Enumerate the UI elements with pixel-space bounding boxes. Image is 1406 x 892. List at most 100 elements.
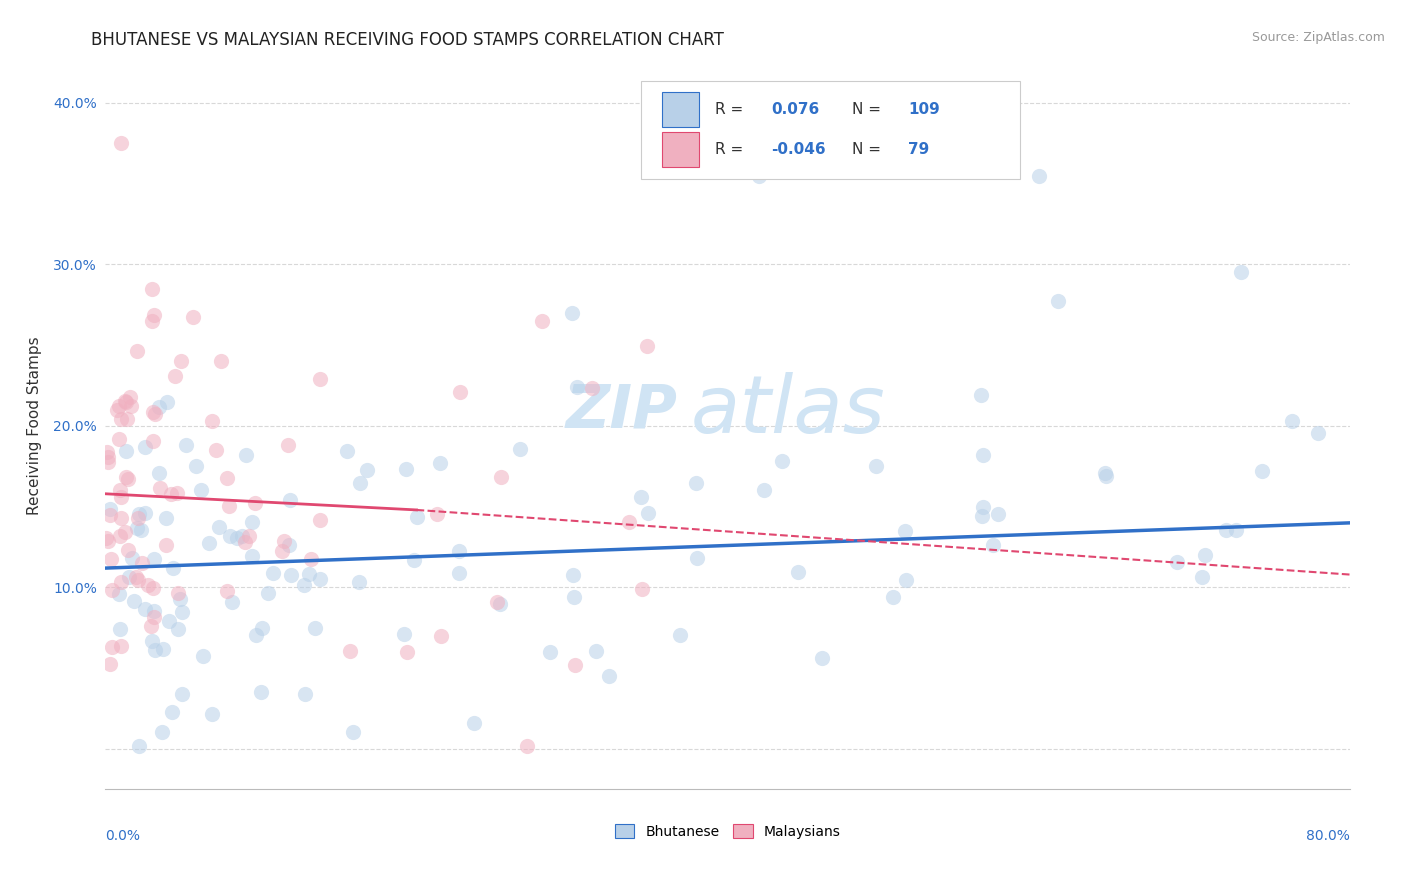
Point [308,572,330,586]
Point [405,509,427,524]
Text: 0.0%: 0.0% [105,830,141,844]
Point [308,372,330,386]
Point [97,455,120,469]
Point [127,574,149,588]
Point [636,339,658,353]
Point [160,706,183,720]
Point [515,739,537,753]
Point [347,575,370,590]
Point [117,471,139,485]
Point [392,626,415,640]
Point [447,543,470,558]
Point [105,402,128,417]
Point [292,578,315,592]
Point [250,685,273,699]
Point [752,483,775,497]
Point [110,136,132,151]
Point [1028,169,1050,183]
Point [118,390,141,404]
Legend: Bhutanese, Malaysians: Bhutanese, Malaysians [609,818,846,844]
Point [205,442,228,457]
Point [114,395,136,409]
Point [225,531,247,545]
Point [110,640,132,654]
Point [786,565,808,579]
Point [637,506,659,520]
Point [141,314,163,328]
Point [243,496,266,510]
Point [429,629,451,643]
Text: atlas: atlas [690,372,884,450]
Point [143,604,166,618]
Point [219,529,242,543]
Point [972,509,994,524]
Point [134,506,156,520]
Point [342,724,364,739]
Point [152,642,174,657]
Point [308,513,330,527]
Point [98,508,121,522]
Point [108,587,131,601]
Point [240,516,263,530]
Point [273,533,295,548]
Point [489,470,512,484]
Point [447,566,470,581]
Point [141,619,163,633]
Point [155,539,177,553]
Point [117,542,139,557]
Point [1046,294,1069,309]
Point [162,560,184,574]
Point [538,645,561,659]
Point [101,582,124,597]
Point [143,551,166,566]
Text: Source: ZipAtlas.com: Source: ZipAtlas.com [1251,31,1385,45]
Text: 80.0%: 80.0% [1306,830,1350,844]
Point [277,438,299,452]
Point [1225,523,1247,537]
Point [1215,523,1237,537]
Point [231,529,253,543]
Point [215,471,238,485]
Point [271,543,294,558]
Point [894,524,917,539]
Point [156,394,179,409]
Y-axis label: Receiving Food Stamps: Receiving Food Stamps [27,336,42,516]
Point [981,538,1004,552]
Text: R =: R = [716,103,744,117]
Point [143,609,166,624]
Point [280,567,302,582]
Point [184,458,207,473]
Point [198,535,221,549]
Point [108,483,131,498]
Point [395,462,418,476]
Point [142,434,165,449]
Point [972,448,994,462]
Point [217,584,239,599]
Point [191,648,214,663]
Point [631,582,654,596]
Point [972,500,994,514]
Point [561,306,583,320]
Point [404,553,426,567]
Point [142,581,165,595]
Text: 79: 79 [908,142,929,157]
Point [581,381,603,395]
Point [100,552,122,566]
Point [107,399,129,413]
Point [108,528,131,542]
Point [134,601,156,615]
Point [101,640,124,654]
Point [486,595,509,609]
Point [169,353,191,368]
Point [115,411,138,425]
Point [190,483,212,497]
Point [294,687,316,701]
Point [98,502,121,516]
Point [810,650,832,665]
Point [969,388,991,402]
Text: -0.046: -0.046 [770,142,825,157]
Point [118,569,141,583]
Point [564,657,586,672]
FancyBboxPatch shape [662,92,699,128]
Point [136,578,159,592]
